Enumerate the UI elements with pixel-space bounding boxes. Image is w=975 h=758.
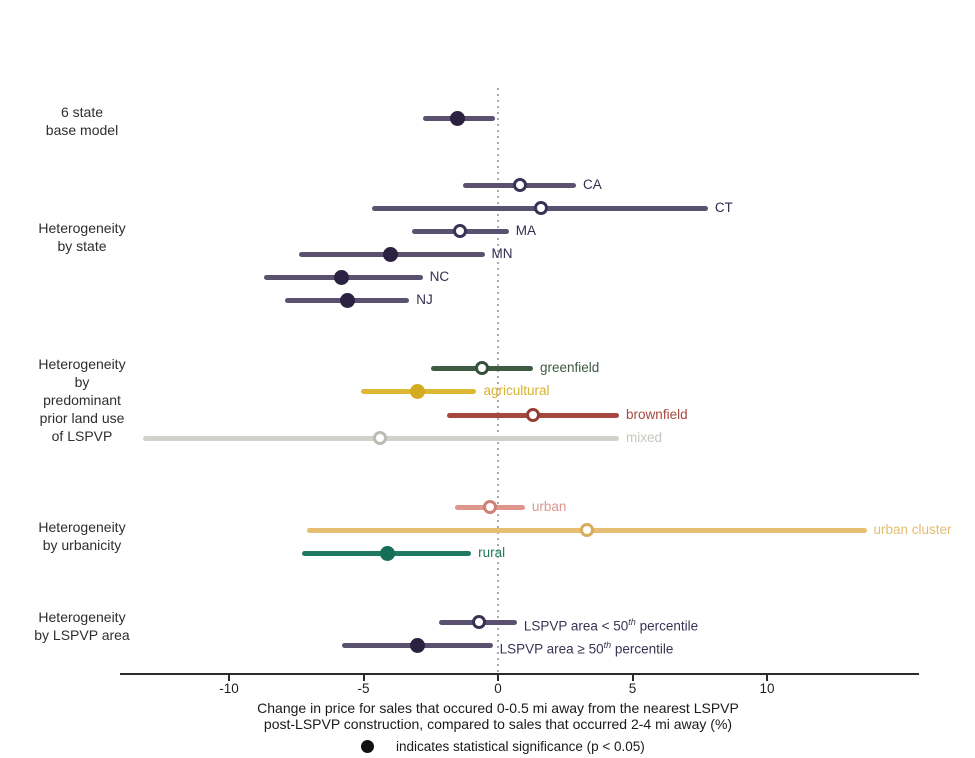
- group-label: Heterogeneity by LSPVP area: [34, 609, 130, 643]
- row-label: urban: [531, 499, 567, 514]
- estimate-dot-filled: [409, 637, 425, 653]
- row-label: NJ: [416, 292, 433, 307]
- x-axis-line: [120, 673, 919, 675]
- row-label: MN: [491, 246, 513, 261]
- row-label: urban cluster: [873, 522, 952, 537]
- x-axis-tick: [228, 674, 230, 681]
- x-axis-title-line1: Change in price for sales that occured 0…: [257, 700, 739, 716]
- estimate-dot-filled: [382, 246, 398, 262]
- estimate-dot-filled: [334, 269, 350, 285]
- row-label: agricultural: [483, 383, 550, 398]
- estimate-dot-open: [472, 615, 487, 629]
- row-label: CA: [583, 177, 602, 192]
- row-label: brownfield: [626, 407, 688, 422]
- row-label: LSPVP area ≥ 50th percentile: [499, 640, 674, 657]
- estimate-dot-filled: [339, 292, 355, 308]
- x-axis-tick: [766, 674, 768, 681]
- estimate-dot-open: [482, 500, 497, 514]
- estimate-dot-open: [534, 201, 549, 215]
- zero-reference-line: [497, 88, 499, 674]
- row-label: rural: [478, 545, 506, 560]
- estimate-dot-filled: [450, 110, 466, 126]
- estimate-dot-filled: [380, 545, 396, 561]
- row-label: NC: [429, 269, 450, 284]
- row-label: LSPVP area < 50th percentile: [523, 617, 699, 634]
- x-axis-tick: [362, 674, 365, 681]
- x-axis-tick: [497, 674, 499, 681]
- group-label: Heterogeneity by urbanicity: [38, 519, 126, 553]
- row-label: greenfield: [539, 360, 600, 375]
- estimate-dot-open: [512, 178, 527, 192]
- x-axis-title-line2: post-LSPVP construction, compared to sal…: [263, 716, 733, 732]
- row-label: mixed: [626, 430, 663, 445]
- x-axis-tick-label: -10: [219, 681, 239, 696]
- group-label: Heterogeneity by state: [38, 220, 126, 254]
- estimate-dot-open: [474, 361, 489, 375]
- x-axis-tick-label: 10: [759, 681, 775, 696]
- x-axis-tick: [631, 674, 634, 681]
- estimate-dot-open: [372, 431, 387, 445]
- x-axis-tick-label: -5: [357, 681, 370, 696]
- row-label: MA: [515, 223, 536, 238]
- x-axis-tick-label: 0: [494, 681, 502, 696]
- estimate-dot-open: [525, 408, 540, 422]
- row-label: CT: [714, 200, 733, 215]
- group-label: Heterogeneity by predominant prior land use…: [38, 356, 126, 444]
- estimate-dot-open: [453, 224, 468, 238]
- estimate-dot-open: [579, 523, 594, 537]
- significance-dot-icon: [361, 740, 374, 753]
- legend-label: indicates statistical significance (p < …: [396, 739, 645, 754]
- group-label: 6 state base model: [45, 104, 119, 138]
- estimate-dot-filled: [409, 383, 425, 399]
- x-axis-tick-label: 5: [628, 681, 637, 696]
